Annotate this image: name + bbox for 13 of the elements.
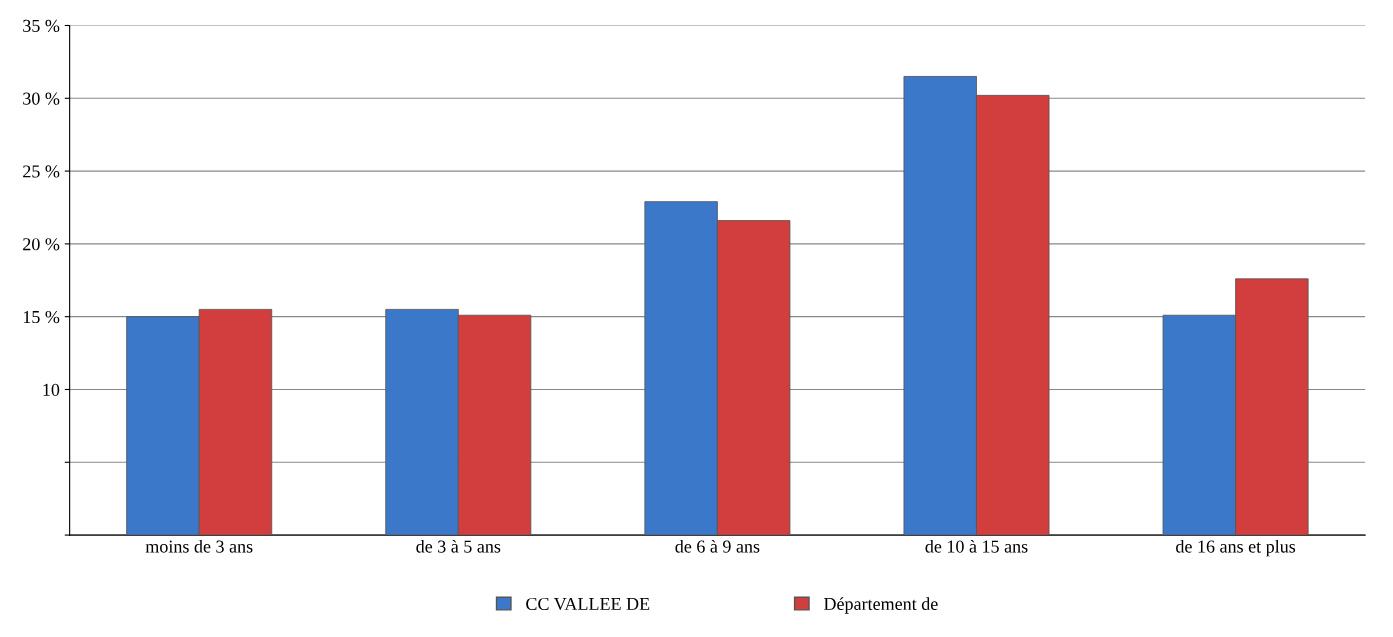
y-tick-label: 30 % xyxy=(23,92,60,105)
x-tick-label: de 3 à 5 ans xyxy=(416,539,501,553)
x-tick-label: de 10 à 15 ans xyxy=(925,539,1028,553)
y-tick-label: 15 % xyxy=(23,310,60,324)
y-tick-label: 10 xyxy=(43,383,60,396)
y-tick-label: 20 % xyxy=(23,238,60,251)
legend-label: CC VALLEE DE xyxy=(526,597,650,611)
legend-label: Département de xyxy=(823,597,938,614)
y-tick-label: 35 % xyxy=(23,19,60,32)
x-tick-label: de 6 à 9 ans xyxy=(675,539,760,553)
x-tick-label: moins de 3 ans xyxy=(145,539,253,553)
x-tick-label: de 16 ans et plus xyxy=(1176,539,1296,557)
y-tick-label: 25 % xyxy=(23,165,60,178)
